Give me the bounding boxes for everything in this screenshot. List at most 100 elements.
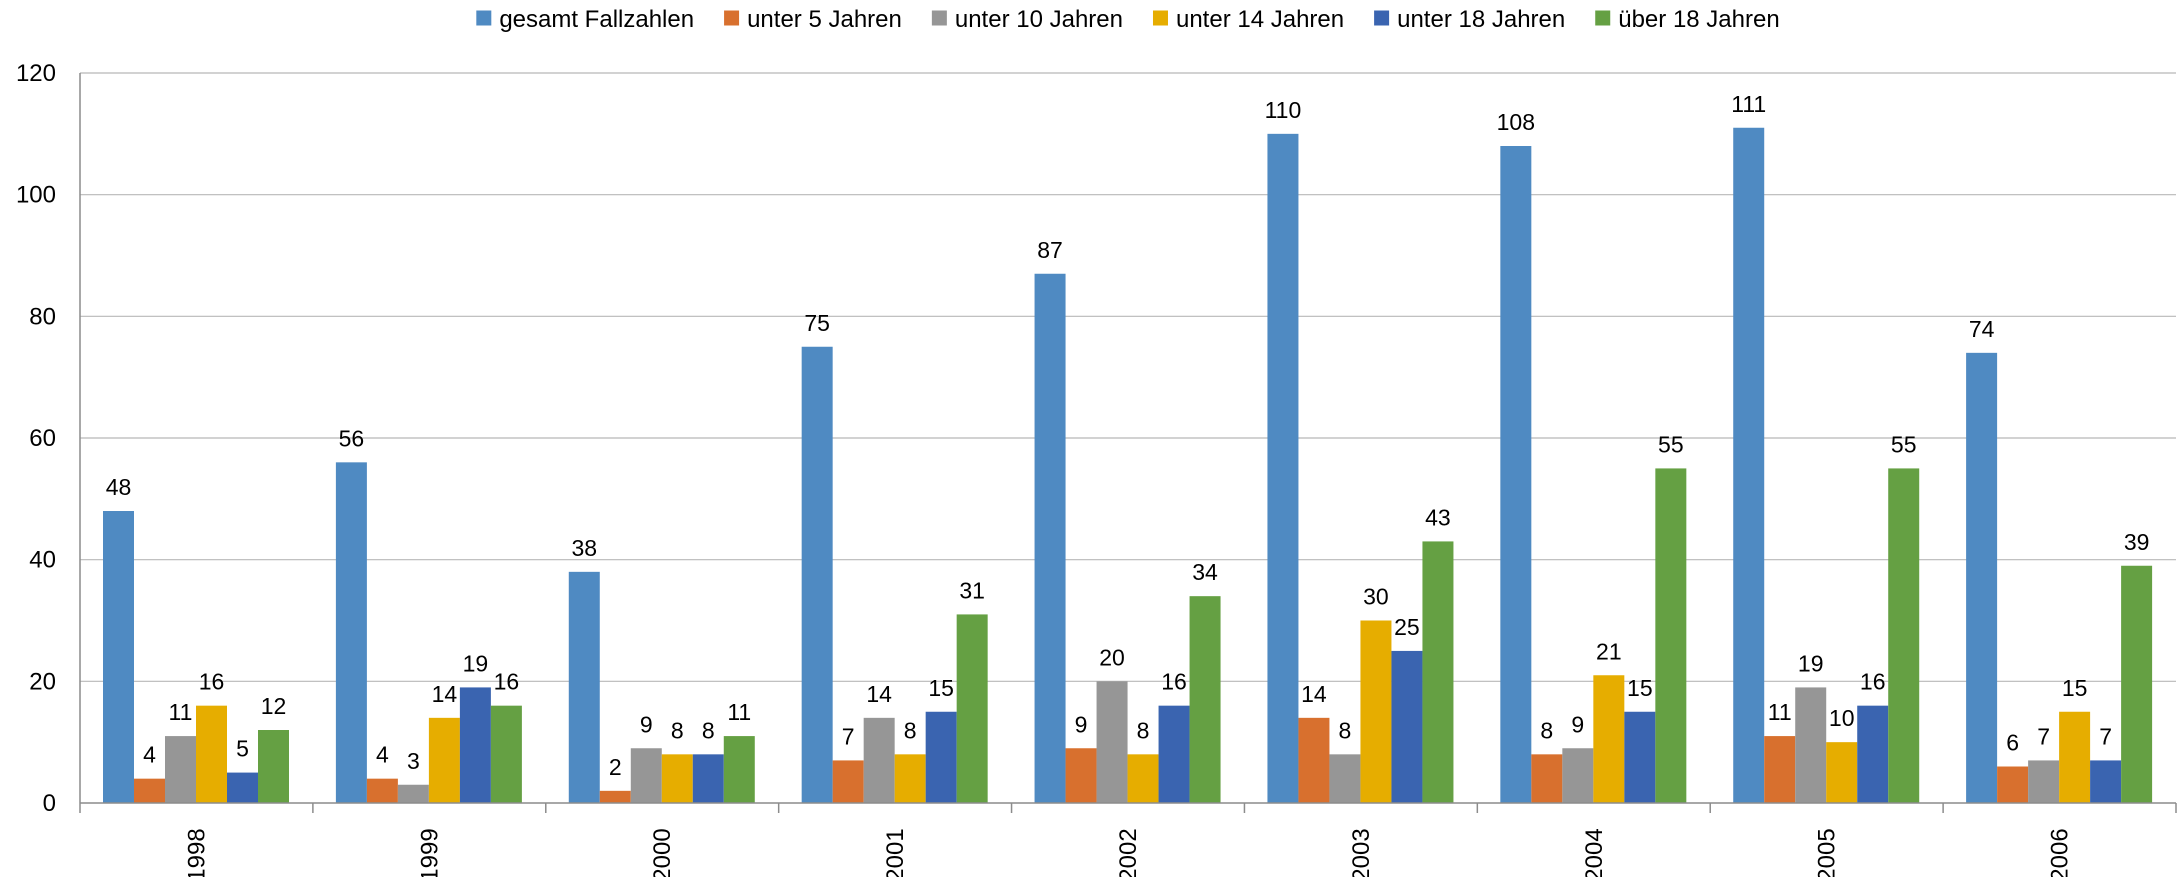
legend-item: unter 14 Jahren — [1152, 6, 1344, 33]
legend-label: unter 5 Jahren — [747, 6, 902, 33]
legend-label: unter 18 Jahren — [1397, 6, 1565, 33]
data-label: 111 — [1731, 91, 1766, 117]
bar — [894, 754, 926, 803]
x-tick-label: 2006 — [2047, 828, 2074, 877]
bar — [1096, 681, 1128, 803]
bar — [1500, 146, 1532, 803]
bar — [1764, 736, 1796, 803]
data-label: 38 — [571, 535, 597, 561]
legend-swatch — [724, 10, 740, 26]
bar — [258, 730, 289, 803]
y-tick-label: 120 — [16, 60, 56, 87]
x-tick-label: 1999 — [416, 828, 443, 877]
bar — [366, 778, 398, 803]
x-tick-label: 2000 — [649, 828, 676, 877]
bar — [1127, 754, 1159, 803]
legend-label: unter 14 Jahren — [1176, 6, 1344, 33]
bar — [1422, 541, 1454, 803]
legend-item: gesamt Fallzahlen — [476, 6, 694, 33]
bar — [1857, 705, 1889, 803]
bar — [227, 772, 258, 803]
data-label: 10 — [1829, 705, 1855, 731]
data-label: 14 — [1301, 681, 1327, 707]
bar — [801, 346, 833, 803]
data-label: 34 — [1192, 559, 1218, 585]
bar — [568, 571, 600, 803]
data-label: 74 — [1969, 316, 1995, 342]
data-label: 9 — [640, 711, 653, 737]
bar — [2121, 565, 2153, 803]
bar — [134, 778, 165, 803]
legend-item: unter 10 Jahren — [931, 6, 1123, 33]
bar — [1329, 754, 1361, 803]
data-label: 8 — [1137, 717, 1150, 743]
data-label: 4 — [376, 742, 389, 768]
x-tick-label: 2001 — [882, 828, 909, 877]
legend-label: gesamt Fallzahlen — [499, 6, 694, 33]
bar — [2090, 760, 2122, 803]
legend: gesamt Fallzahlen unter 5 Jahren unter 10 … — [476, 6, 1780, 33]
data-label: 25 — [1394, 614, 1420, 640]
y-tick-label: 60 — [29, 425, 56, 452]
bars — [103, 127, 2153, 804]
data-label: 16 — [1860, 669, 1886, 695]
data-label: 14 — [432, 681, 458, 707]
x-tick-label: 2005 — [1814, 828, 1841, 877]
data-label: 7 — [2099, 723, 2112, 749]
data-label: 8 — [702, 717, 715, 743]
bar — [723, 736, 755, 803]
data-label: 19 — [1798, 650, 1824, 676]
data-label: 75 — [804, 310, 830, 336]
y-tick-label: 80 — [29, 303, 56, 330]
bar — [925, 711, 957, 803]
bar — [1997, 766, 2029, 803]
data-label: 7 — [842, 723, 855, 749]
data-label: 3 — [407, 748, 420, 774]
bar — [2028, 760, 2060, 803]
data-label: 30 — [1363, 584, 1389, 610]
bar — [335, 462, 367, 803]
bar — [1267, 133, 1299, 804]
data-label: 16 — [1161, 669, 1187, 695]
y-tick-label: 0 — [43, 790, 56, 817]
legend-swatch — [1374, 10, 1390, 26]
bar — [1624, 711, 1656, 803]
bar — [490, 705, 522, 803]
bar — [661, 754, 693, 803]
data-label: 6 — [2006, 730, 2019, 756]
data-label: 16 — [494, 669, 520, 695]
bar — [1593, 675, 1625, 803]
data-label: 11 — [1768, 699, 1792, 725]
legend-swatch — [1152, 10, 1168, 26]
x-tick-label: 2004 — [1581, 828, 1608, 877]
bar — [165, 736, 196, 803]
legend-item: unter 5 Jahren — [724, 6, 902, 33]
bar — [1531, 754, 1563, 803]
bar — [2059, 711, 2091, 803]
data-label: 15 — [2062, 675, 2088, 701]
grid — [80, 72, 2176, 682]
data-label: 11 — [169, 699, 193, 725]
data-label: 55 — [1891, 431, 1917, 457]
y-tick-label: 20 — [29, 668, 56, 695]
data-label: 19 — [463, 650, 489, 676]
data-label: 2 — [609, 754, 622, 780]
data-label: 4 — [143, 742, 156, 768]
y-tick-label: 40 — [29, 547, 56, 574]
data-label: 12 — [261, 693, 287, 719]
bar — [599, 790, 631, 803]
data-label: 14 — [866, 681, 892, 707]
data-label: 8 — [671, 717, 684, 743]
data-label: 9 — [1075, 711, 1088, 737]
data-label: 11 — [727, 699, 751, 725]
data-label: 39 — [2124, 529, 2150, 555]
data-label: 31 — [959, 577, 985, 603]
data-label: 110 — [1265, 97, 1302, 123]
bar — [428, 717, 460, 803]
y-axis: 0 20 40 60 80 100 120 — [16, 60, 81, 817]
data-label: 15 — [928, 675, 954, 701]
data-label: 7 — [2037, 723, 2050, 749]
